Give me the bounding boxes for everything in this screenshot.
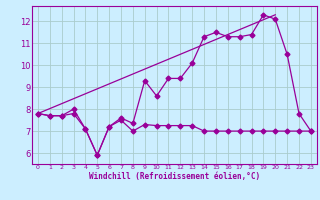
X-axis label: Windchill (Refroidissement éolien,°C): Windchill (Refroidissement éolien,°C) xyxy=(89,172,260,181)
